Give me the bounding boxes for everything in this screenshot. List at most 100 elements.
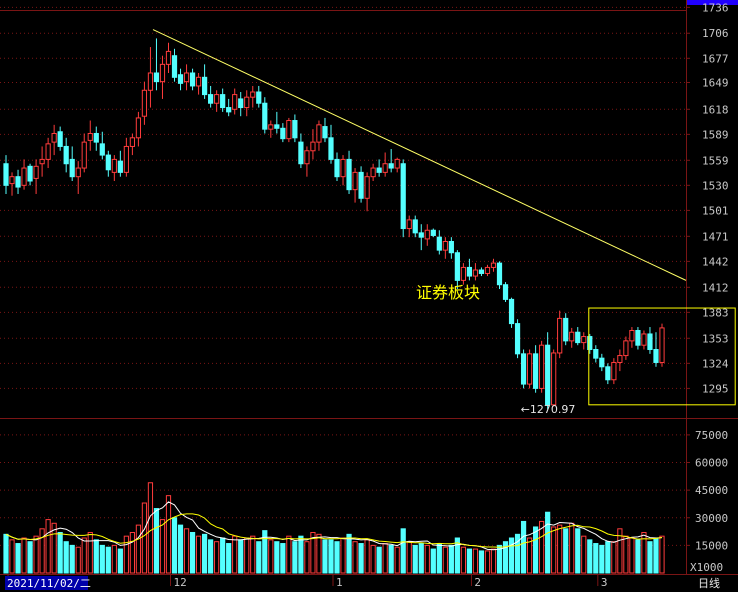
volume-axis-ticks: 75000 60000 45000 30000 15000 xyxy=(686,429,728,552)
volume-bar-down xyxy=(466,548,473,574)
volume-bar-up xyxy=(581,535,587,574)
candle-up xyxy=(490,262,497,268)
volume-bar-down xyxy=(436,543,442,574)
candle-up xyxy=(659,327,665,363)
volume-bar-up xyxy=(340,537,346,574)
volume-bar-down xyxy=(545,511,551,574)
low-annotation: ←1270.97 xyxy=(521,403,576,416)
candle-up xyxy=(364,176,370,199)
volume-unit-label: X1000 xyxy=(690,561,723,574)
volume-bar-up xyxy=(111,544,117,574)
candle-down xyxy=(93,132,99,143)
volume-bar-up xyxy=(9,539,15,574)
candle-up xyxy=(159,63,166,83)
candle-up xyxy=(111,158,117,173)
price-tick-label: 1559 xyxy=(702,154,729,167)
volume-bar-down xyxy=(226,543,232,574)
candle-down xyxy=(508,298,515,325)
volume-bar-down xyxy=(502,541,509,574)
volume-bar-up xyxy=(147,482,154,574)
volume-bar-down xyxy=(298,535,304,574)
volume-bar-down xyxy=(256,541,262,574)
period-selector[interactable]: 日线 xyxy=(698,576,720,590)
volume-ma-line xyxy=(5,501,663,551)
volume-bar-up xyxy=(623,535,629,574)
volume-bar-up xyxy=(442,546,448,574)
candle-up xyxy=(352,171,358,191)
candle-down xyxy=(563,317,569,342)
volume-bar-up xyxy=(490,548,497,574)
consolidation-box-outline xyxy=(588,307,736,406)
volume-bar-up xyxy=(159,519,166,574)
volume-bar-up xyxy=(33,535,39,574)
volume-bar-up xyxy=(617,528,623,574)
candle-up xyxy=(9,176,15,185)
time-tick-label: 3 xyxy=(601,576,608,589)
volume-bar-up xyxy=(135,524,142,574)
candle-down xyxy=(189,72,196,87)
volume-bar-down xyxy=(388,544,394,574)
candle-down xyxy=(334,158,340,178)
price-tick-label: 1736 xyxy=(702,1,729,14)
candle-up xyxy=(129,137,135,147)
candle-up xyxy=(39,158,45,165)
volume-bar-up xyxy=(39,528,45,574)
volume-bar-down xyxy=(322,539,328,574)
volume-bar-down xyxy=(274,541,280,574)
candle-up xyxy=(424,229,430,240)
candle-up xyxy=(406,219,412,230)
candle-down xyxy=(514,323,521,355)
volume-bar-down xyxy=(262,530,268,574)
volume-bar-up xyxy=(364,539,370,574)
volume-bar-down xyxy=(587,539,593,574)
candle-down xyxy=(533,353,539,389)
volume-bar-down xyxy=(478,550,485,574)
volume-bar-up xyxy=(472,548,479,574)
volume-bar-up xyxy=(129,531,135,574)
candle-down xyxy=(15,176,21,188)
candle-down xyxy=(280,127,286,140)
price-axis-ticks: 1736 1706 1677 1649 1618 1589 1559 1530 1501 1471… xyxy=(686,1,729,395)
volume-bar-down xyxy=(563,528,569,574)
candle-down xyxy=(346,158,352,191)
volume-bar-up xyxy=(370,544,376,574)
volume-gridlines xyxy=(0,434,686,546)
candle-down xyxy=(256,91,262,104)
trendline-segment xyxy=(152,29,687,281)
volume-bar-up xyxy=(304,541,310,574)
candle-down xyxy=(448,240,454,254)
price-tick-label: 1471 xyxy=(702,230,729,243)
candle-up xyxy=(442,240,448,251)
candle-up xyxy=(286,120,292,140)
chart-title: 证券板块 xyxy=(416,283,480,302)
candle-up xyxy=(135,117,142,139)
candle-up xyxy=(165,50,172,65)
volume-tick-label: 75000 xyxy=(695,429,728,442)
candle-down xyxy=(647,333,653,351)
volume-bar-up xyxy=(551,526,557,574)
candle-up xyxy=(641,333,647,346)
price-tick-label: 1383 xyxy=(702,306,729,319)
candle-down xyxy=(105,154,111,171)
price-tick-label: 1412 xyxy=(702,281,729,294)
candle-up xyxy=(316,124,322,143)
candle-down xyxy=(27,165,33,182)
candle-down xyxy=(99,143,105,156)
volume-bar-down xyxy=(153,508,160,574)
volume-bar-up xyxy=(310,531,316,574)
volume-bar-down xyxy=(496,544,503,574)
volume-bar-up xyxy=(316,533,322,574)
volume-bar-down xyxy=(238,539,244,574)
candle-up xyxy=(33,165,39,179)
volume-bar-down xyxy=(117,548,123,574)
candle-down xyxy=(599,357,605,368)
candle-up xyxy=(183,72,190,83)
candle-up xyxy=(195,76,202,87)
volume-bar-down xyxy=(454,537,460,574)
volume-bar-up xyxy=(569,522,575,574)
candle-up xyxy=(611,361,617,381)
candle-down xyxy=(117,160,123,173)
candle-up xyxy=(539,344,545,389)
candle-down xyxy=(262,102,268,130)
